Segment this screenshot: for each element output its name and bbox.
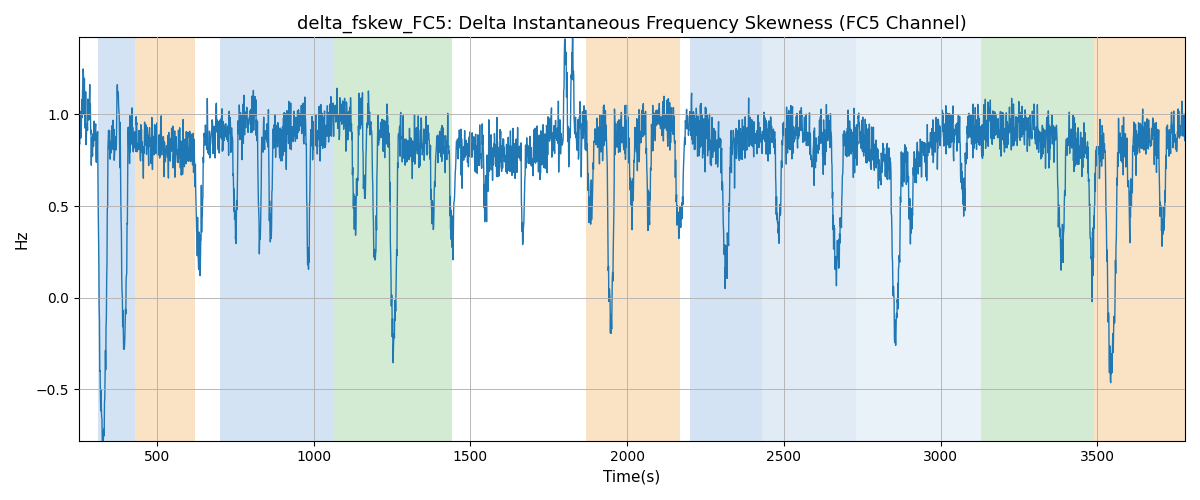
Bar <box>762 38 856 440</box>
Title: delta_fskew_FC5: Delta Instantaneous Frequency Skewness (FC5 Channel): delta_fskew_FC5: Delta Instantaneous Fre… <box>298 15 967 34</box>
Bar <box>856 38 982 440</box>
Bar <box>97 38 136 440</box>
Bar <box>1094 38 1184 440</box>
Bar <box>220 38 332 440</box>
Bar <box>587 38 680 440</box>
Bar <box>136 38 194 440</box>
Y-axis label: Hz: Hz <box>14 230 30 249</box>
X-axis label: Time(s): Time(s) <box>604 470 660 485</box>
Bar <box>982 38 1094 440</box>
Bar <box>332 38 451 440</box>
Bar <box>690 38 762 440</box>
